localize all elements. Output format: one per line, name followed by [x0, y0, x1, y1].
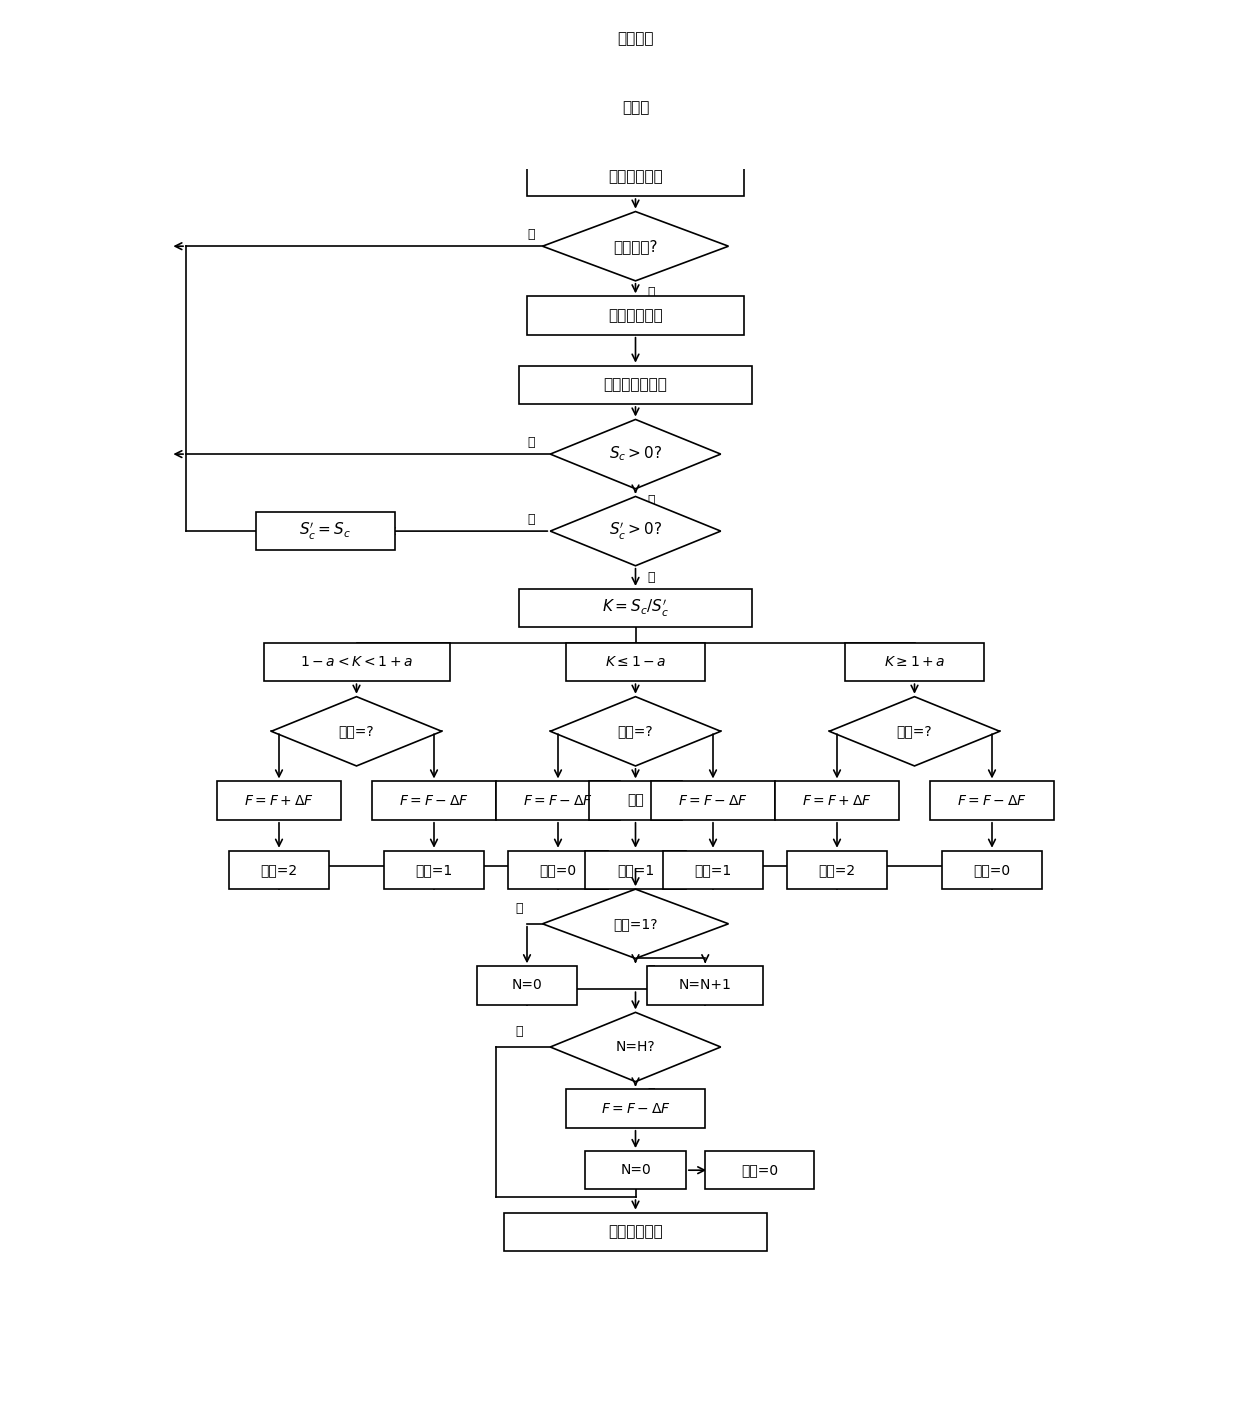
- FancyBboxPatch shape: [647, 966, 764, 1005]
- FancyBboxPatch shape: [543, 20, 729, 58]
- Text: 计算上下冲程比: 计算上下冲程比: [604, 378, 667, 392]
- Text: 是: 是: [647, 286, 655, 299]
- Text: 定时检查功图: 定时检查功图: [608, 169, 663, 185]
- FancyBboxPatch shape: [775, 781, 899, 819]
- FancyBboxPatch shape: [372, 781, 496, 819]
- Text: $F=F-\Delta F$: $F=F-\Delta F$: [399, 794, 469, 808]
- Text: 调节=?: 调节=?: [618, 725, 653, 739]
- Text: $F=F-\Delta F$: $F=F-\Delta F$: [600, 1101, 671, 1115]
- FancyBboxPatch shape: [228, 850, 330, 890]
- Text: 读取功图数据: 读取功图数据: [608, 307, 663, 323]
- FancyBboxPatch shape: [706, 1151, 813, 1190]
- Text: 调节=1: 调节=1: [694, 863, 732, 877]
- Text: $F=F+\Delta F$: $F=F+\Delta F$: [802, 794, 872, 808]
- Polygon shape: [543, 212, 729, 281]
- Text: 否: 否: [516, 902, 523, 915]
- Text: $F=F-\Delta F$: $F=F-\Delta F$: [957, 794, 1027, 808]
- Text: $F=F+\Delta F$: $F=F+\Delta F$: [244, 794, 314, 808]
- FancyBboxPatch shape: [507, 850, 609, 890]
- FancyBboxPatch shape: [930, 781, 1054, 819]
- Text: 调节=0: 调节=0: [742, 1163, 777, 1177]
- FancyBboxPatch shape: [263, 643, 449, 681]
- Text: N=H?: N=H?: [616, 1041, 655, 1055]
- FancyBboxPatch shape: [255, 512, 396, 550]
- Text: $K\leq1-a$: $K\leq1-a$: [605, 656, 666, 668]
- Text: $F=F-\Delta F$: $F=F-\Delta F$: [523, 794, 593, 808]
- Text: 调节=2: 调节=2: [818, 863, 856, 877]
- FancyBboxPatch shape: [589, 781, 682, 819]
- Text: 本次检测结束: 本次检测结束: [608, 1224, 663, 1239]
- Text: 是: 是: [647, 493, 655, 506]
- FancyBboxPatch shape: [383, 850, 485, 890]
- Text: 报警: 报警: [627, 794, 644, 808]
- Text: $S_c'>0?$: $S_c'>0?$: [609, 520, 662, 541]
- Text: 调节=0: 调节=0: [973, 863, 1011, 877]
- FancyBboxPatch shape: [496, 781, 620, 819]
- FancyBboxPatch shape: [476, 966, 578, 1005]
- Text: 是: 是: [647, 571, 655, 584]
- FancyBboxPatch shape: [217, 781, 341, 819]
- Polygon shape: [272, 697, 441, 766]
- FancyBboxPatch shape: [585, 850, 686, 890]
- Polygon shape: [830, 697, 999, 766]
- Text: N=0: N=0: [620, 1163, 651, 1177]
- Text: 调节=1: 调节=1: [616, 863, 655, 877]
- Text: 否: 否: [527, 436, 534, 448]
- Polygon shape: [551, 1012, 720, 1081]
- Polygon shape: [551, 419, 720, 489]
- FancyBboxPatch shape: [844, 643, 985, 681]
- Polygon shape: [551, 496, 720, 565]
- Polygon shape: [551, 697, 720, 766]
- Text: 否: 否: [527, 228, 534, 241]
- Text: 是: 是: [647, 1087, 655, 1100]
- FancyBboxPatch shape: [662, 850, 764, 890]
- Text: 初始化: 初始化: [621, 100, 650, 116]
- FancyBboxPatch shape: [520, 365, 751, 405]
- Polygon shape: [543, 890, 729, 959]
- FancyBboxPatch shape: [565, 1090, 706, 1128]
- FancyBboxPatch shape: [527, 158, 744, 196]
- FancyBboxPatch shape: [941, 850, 1043, 890]
- FancyBboxPatch shape: [786, 850, 888, 890]
- Text: N=0: N=0: [512, 979, 542, 993]
- Text: 调节=?: 调节=?: [339, 725, 374, 739]
- FancyBboxPatch shape: [520, 589, 751, 627]
- Text: 否: 否: [516, 1025, 523, 1038]
- Text: 否: 否: [527, 513, 534, 526]
- Text: $S_c'=S_c$: $S_c'=S_c$: [299, 520, 352, 541]
- Text: 调节=1: 调节=1: [415, 863, 453, 877]
- FancyBboxPatch shape: [651, 781, 775, 819]
- Text: 开始检测: 开始检测: [618, 31, 653, 45]
- FancyBboxPatch shape: [503, 1213, 768, 1251]
- Text: 调节=?: 调节=?: [897, 725, 932, 739]
- Text: 调节=2: 调节=2: [260, 863, 298, 877]
- Text: $1-a<K<1+a$: $1-a<K<1+a$: [300, 656, 413, 668]
- FancyBboxPatch shape: [551, 89, 720, 127]
- Text: 调节=0: 调节=0: [539, 863, 577, 877]
- Text: $K=S_c/S_c'$: $K=S_c/S_c'$: [601, 598, 670, 619]
- Text: 有新功图?: 有新功图?: [614, 238, 657, 254]
- Text: $F=F-\Delta F$: $F=F-\Delta F$: [678, 794, 748, 808]
- FancyBboxPatch shape: [527, 296, 744, 334]
- Text: 是: 是: [647, 963, 655, 977]
- FancyBboxPatch shape: [585, 1151, 686, 1190]
- Text: 调节=1?: 调节=1?: [614, 916, 657, 931]
- Text: N=N+1: N=N+1: [678, 979, 732, 993]
- Text: $K\geq1+a$: $K\geq1+a$: [884, 656, 945, 668]
- Text: $S_c>0?$: $S_c>0?$: [609, 444, 662, 464]
- FancyBboxPatch shape: [565, 643, 706, 681]
